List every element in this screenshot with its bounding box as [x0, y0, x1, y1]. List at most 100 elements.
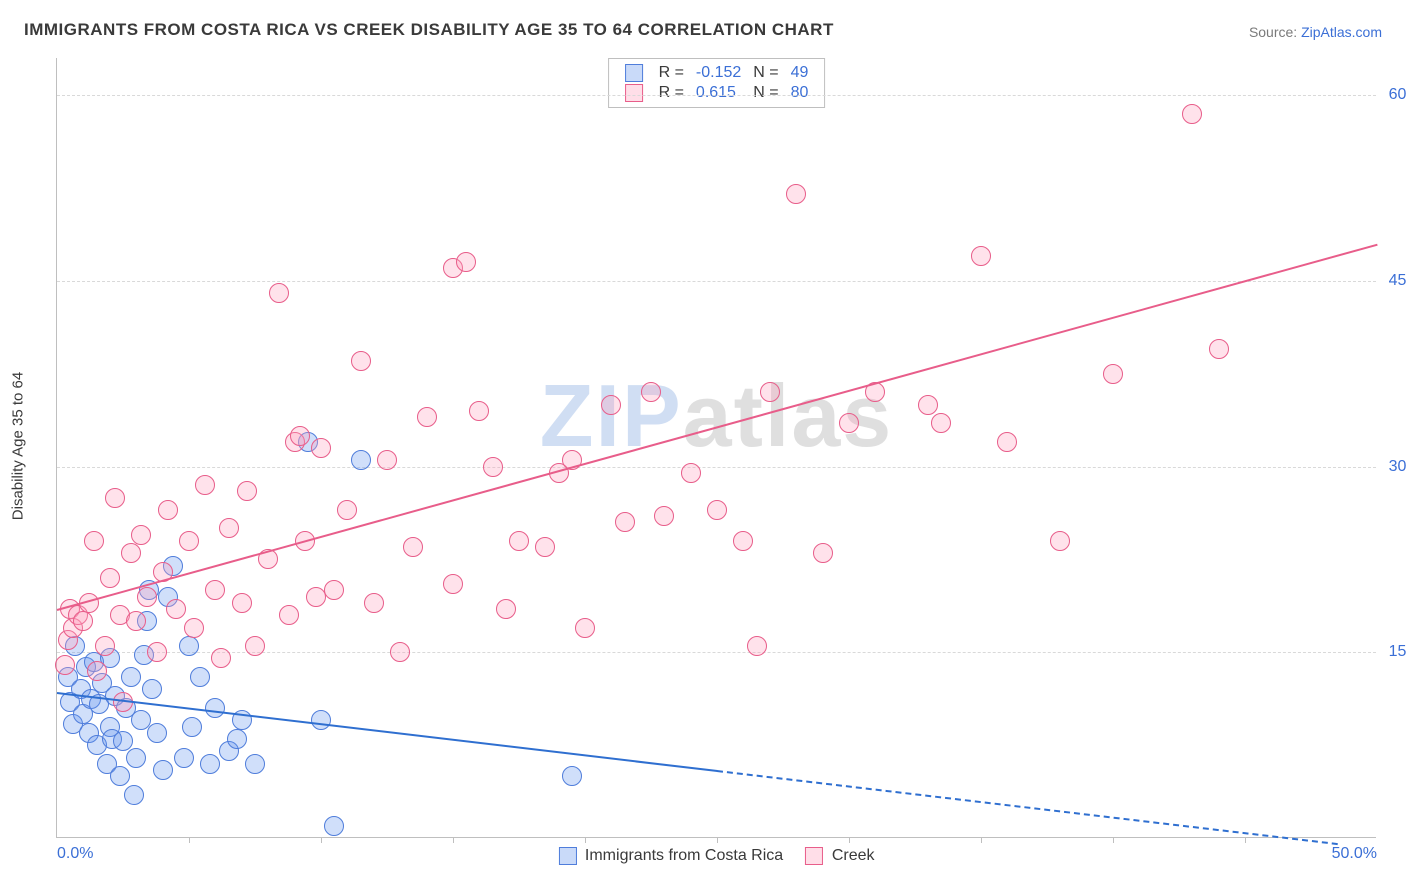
data-point: [279, 605, 299, 625]
data-point: [290, 426, 310, 446]
data-point: [1182, 104, 1202, 124]
data-point: [232, 593, 252, 613]
data-point: [182, 717, 202, 737]
data-point: [142, 679, 162, 699]
data-point: [269, 283, 289, 303]
data-point: [351, 450, 371, 470]
swatch-pink-icon: [625, 84, 643, 102]
data-point: [219, 518, 239, 538]
data-point: [351, 351, 371, 371]
chart-title: IMMIGRANTS FROM COSTA RICA VS CREEK DISA…: [24, 20, 834, 40]
y-tick-label: 15.0%: [1382, 643, 1406, 661]
data-point: [575, 618, 595, 638]
data-point: [126, 748, 146, 768]
legend-row-pink: R = 0.615 N = 80: [619, 83, 815, 103]
data-point: [1050, 531, 1070, 551]
data-point: [105, 488, 125, 508]
data-point: [337, 500, 357, 520]
data-point: [110, 766, 130, 786]
data-point: [73, 611, 93, 631]
x-tick-mark: [1113, 837, 1114, 843]
data-point: [95, 636, 115, 656]
trend-line: [717, 770, 1338, 845]
data-point: [100, 568, 120, 588]
data-point: [84, 531, 104, 551]
watermark-zip: ZIP: [540, 366, 683, 465]
data-point: [205, 580, 225, 600]
x-tick-mark: [1245, 837, 1246, 843]
data-point: [245, 754, 265, 774]
data-point: [601, 395, 621, 415]
data-point: [121, 543, 141, 563]
data-point: [179, 636, 199, 656]
gridline-h: [57, 281, 1376, 282]
data-point: [918, 395, 938, 415]
data-point: [1209, 339, 1229, 359]
data-point: [237, 481, 257, 501]
data-point: [174, 748, 194, 768]
data-point: [535, 537, 555, 557]
data-point: [364, 593, 384, 613]
data-point: [509, 531, 529, 551]
r-label: R =: [653, 63, 690, 83]
n-label: N =: [747, 83, 784, 103]
x-tick-mark: [849, 837, 850, 843]
data-point: [641, 382, 661, 402]
data-point: [158, 500, 178, 520]
swatch-blue-icon: [558, 847, 576, 865]
data-point: [324, 580, 344, 600]
data-point: [443, 574, 463, 594]
data-point: [403, 537, 423, 557]
data-point: [377, 450, 397, 470]
data-point: [786, 184, 806, 204]
source-link[interactable]: ZipAtlas.com: [1301, 24, 1382, 40]
legend-row-blue: R = -0.152 N = 49: [619, 63, 815, 83]
data-point: [306, 587, 326, 607]
data-point: [707, 500, 727, 520]
data-point: [813, 543, 833, 563]
r-value-pink: 0.615: [690, 83, 747, 103]
data-point: [147, 642, 167, 662]
data-point: [55, 655, 75, 675]
data-point: [733, 531, 753, 551]
correlation-legend: R = -0.152 N = 49 R = 0.615 N = 80: [608, 58, 826, 108]
y-tick-label: 30.0%: [1382, 458, 1406, 476]
data-point: [931, 413, 951, 433]
data-point: [153, 760, 173, 780]
data-point: [997, 432, 1017, 452]
data-point: [211, 648, 231, 668]
n-label: N =: [747, 63, 784, 83]
data-point: [747, 636, 767, 656]
gridline-h: [57, 95, 1376, 96]
x-tick-mark: [453, 837, 454, 843]
y-axis-label: Disability Age 35 to 64: [10, 372, 27, 520]
data-point: [245, 636, 265, 656]
data-point: [483, 457, 503, 477]
data-point: [184, 618, 204, 638]
data-point: [195, 475, 215, 495]
data-point: [131, 525, 151, 545]
data-point: [469, 401, 489, 421]
data-point: [200, 754, 220, 774]
data-point: [124, 785, 144, 805]
y-tick-label: 45.0%: [1382, 272, 1406, 290]
x-tick-mark: [717, 837, 718, 843]
r-label: R =: [653, 83, 690, 103]
data-point: [760, 382, 780, 402]
r-value-blue: -0.152: [690, 63, 747, 83]
y-tick-label: 60.0%: [1382, 86, 1406, 104]
swatch-blue-icon: [625, 64, 643, 82]
data-point: [121, 667, 141, 687]
data-point: [311, 438, 331, 458]
n-value-pink: 80: [785, 83, 815, 103]
data-point: [205, 698, 225, 718]
series-label-pink: Creek: [832, 847, 875, 864]
x-tick-mark: [981, 837, 982, 843]
data-point: [615, 512, 635, 532]
data-point: [971, 246, 991, 266]
swatch-pink-icon: [805, 847, 823, 865]
data-point: [311, 710, 331, 730]
n-value-blue: 49: [785, 63, 815, 83]
data-point: [839, 413, 859, 433]
data-point: [137, 587, 157, 607]
